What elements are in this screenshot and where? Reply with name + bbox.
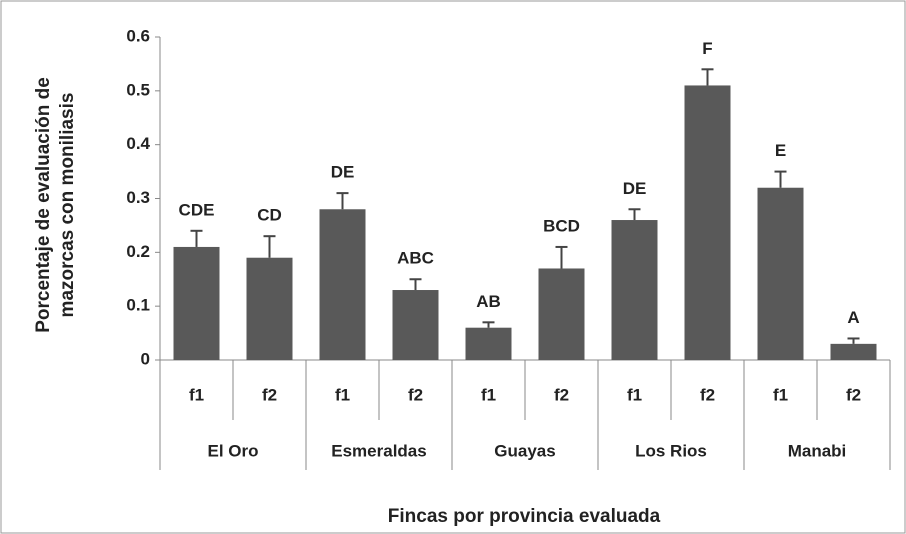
x-tick-label: f1 [335,385,350,404]
y-axis-label: Porcentaje de evaluación de [33,77,54,333]
x-tick-label: f1 [627,385,642,404]
significance-label: F [702,39,712,58]
bar [465,327,512,360]
y-tick-label: 0.6 [126,26,150,45]
group-label: El Oro [207,441,258,460]
bar [611,220,658,360]
x-tick-label: f1 [773,385,788,404]
y-tick-label: 0.4 [126,134,150,153]
significance-label: DE [623,179,647,198]
x-tick-label: f2 [554,385,569,404]
significance-label: AB [476,292,501,311]
group-label: Esmeraldas [331,441,426,460]
y-tick-label: 0.5 [126,80,150,99]
x-tick-label: f2 [262,385,277,404]
group-label: Guayas [494,441,555,460]
significance-label: E [775,141,786,160]
y-tick-label: 0.3 [126,188,150,207]
y-tick-label: 0.1 [126,296,150,315]
significance-label: A [847,308,859,327]
y-axis-label: mazorcas con moniliasis [57,93,78,318]
bar [246,257,293,360]
bar [392,290,439,360]
significance-label: CDE [179,200,215,219]
significance-label: BCD [543,216,580,235]
bar [173,246,220,360]
significance-label: CD [257,206,282,225]
bar [830,343,877,360]
significance-label: DE [331,163,355,182]
bar [684,85,731,360]
bar [538,268,585,360]
bar [319,209,366,360]
y-tick-label: 0.2 [126,242,150,261]
x-axis-label: Fincas por provincia evaluada [388,506,661,527]
x-tick-label: f2 [846,385,861,404]
group-label: Los Rios [635,441,707,460]
x-tick-label: f1 [481,385,496,404]
bar [757,187,804,360]
significance-label: ABC [397,249,434,268]
x-tick-label: f2 [700,385,715,404]
x-tick-label: f2 [408,385,423,404]
group-label: Manabi [788,441,847,460]
x-tick-label: f1 [189,385,204,404]
y-tick-label: 0 [141,349,150,368]
